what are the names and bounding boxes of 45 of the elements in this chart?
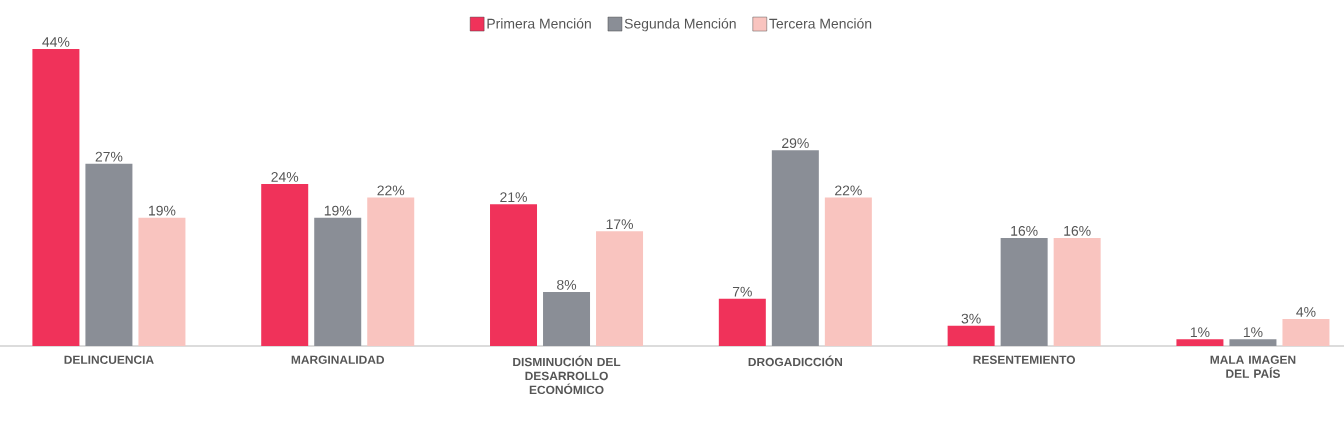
legend-label: Segunda Mención: [624, 18, 736, 32]
bar: [596, 231, 644, 346]
data-label: 27%: [95, 151, 123, 162]
x-tick-label: DELINCUENCIA: [64, 355, 154, 364]
data-label: 22%: [835, 185, 862, 196]
bar: [367, 197, 415, 346]
legend-label: Primera Mención: [487, 18, 591, 29]
data-label: 16%: [1064, 225, 1091, 236]
data-label: 22%: [377, 185, 405, 196]
x-tick-label: MARGINALIDAD: [291, 355, 385, 364]
bar: [1282, 319, 1330, 346]
bar: [718, 298, 766, 346]
bar: [1000, 238, 1048, 346]
bar: [32, 49, 80, 346]
bar: [947, 325, 995, 346]
data-label: 1%: [1243, 327, 1263, 338]
data-label: 19%: [149, 205, 176, 216]
bar: [490, 204, 538, 346]
data-label: 4%: [1296, 307, 1316, 317]
bar: [1053, 238, 1101, 346]
bar: [824, 197, 872, 346]
bar: [543, 292, 591, 346]
data-label: 17%: [606, 219, 633, 230]
data-label: 19%: [324, 205, 352, 216]
bar: [1229, 339, 1277, 346]
bar: [85, 163, 133, 346]
data-label: 3%: [961, 313, 981, 324]
x-tick-label: MALA IMAGEN DEL PAÍS: [1210, 355, 1296, 378]
bar: [261, 184, 309, 346]
data-label: 1%: [1190, 327, 1210, 338]
data-label: 7%: [732, 286, 752, 297]
bar: [138, 217, 186, 346]
data-label: 29%: [782, 138, 809, 149]
bar: [314, 217, 362, 346]
data-label: 16%: [1011, 225, 1038, 236]
bar: [771, 150, 819, 346]
legend-label: Tercera Mención: [769, 18, 872, 29]
data-label: 44%: [42, 37, 70, 47]
data-label: 24%: [271, 171, 299, 182]
bar: [1176, 339, 1224, 346]
x-tick-label: DISMINUCIÓN DEL DESARROLLO ECONÓMICO: [513, 355, 621, 395]
x-tick-label: RESENTEMIENTO: [973, 355, 1076, 364]
x-tick-label: DROGADICCIÓN: [748, 355, 843, 367]
data-label: 8%: [557, 279, 577, 290]
data-label: 21%: [500, 192, 527, 203]
